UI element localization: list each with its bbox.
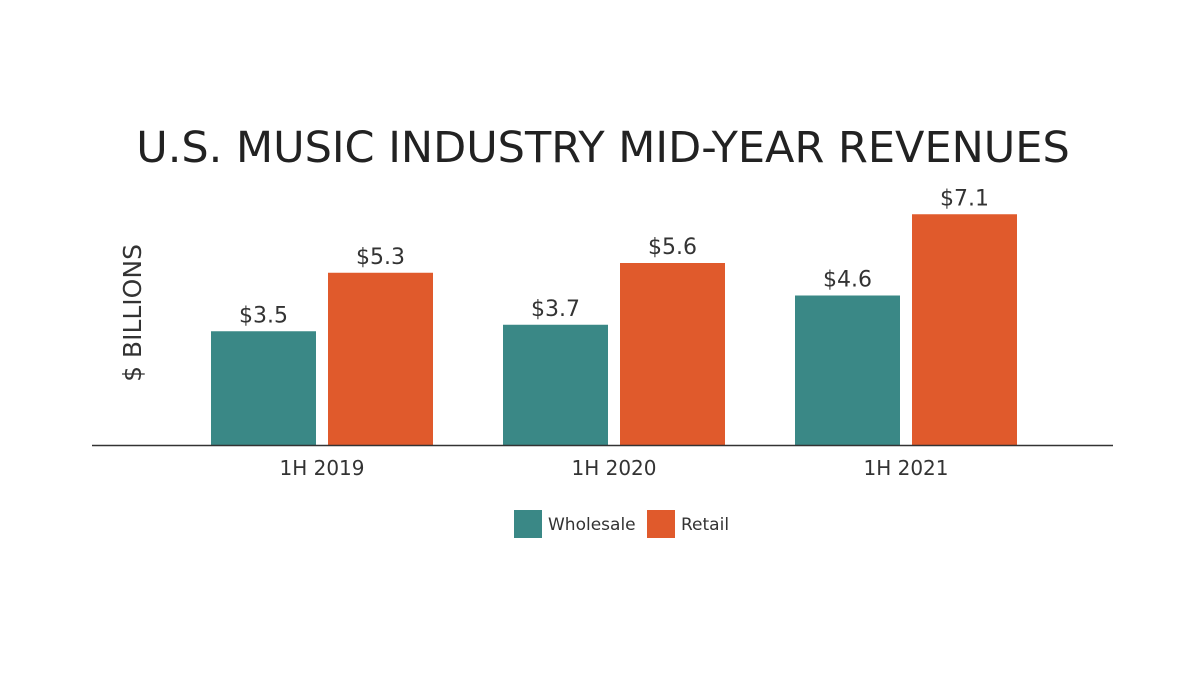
bar-retail-0 [328, 272, 433, 445]
legend-label: Retail [681, 515, 729, 535]
bar-retail-2 [912, 214, 1017, 445]
bar-wholesale-0 [211, 331, 316, 445]
data-label: $4.6 [823, 268, 872, 293]
x-tick-label: 1H 2019 [279, 456, 364, 480]
bar-wholesale-1 [503, 324, 608, 445]
data-label: $5.3 [356, 245, 405, 270]
chart-title: U.S. MUSIC INDUSTRY MID-YEAR REVENUES [136, 123, 1070, 173]
data-label: $7.1 [940, 186, 989, 211]
legend-swatch-retail [647, 510, 675, 538]
legend-swatch-wholesale [514, 510, 542, 538]
data-label: $3.5 [239, 303, 288, 328]
x-tick-label: 1H 2021 [863, 456, 948, 480]
bar-retail-1 [620, 263, 725, 445]
legend-label: Wholesale [548, 515, 636, 535]
y-axis-label: $ BILLIONS [118, 244, 147, 382]
data-label: $3.7 [531, 297, 580, 322]
data-label: $5.6 [648, 235, 697, 260]
legend: Wholesale Retail [514, 510, 729, 538]
bar-wholesale-2 [795, 295, 900, 445]
x-tick-label: 1H 2020 [571, 456, 656, 480]
